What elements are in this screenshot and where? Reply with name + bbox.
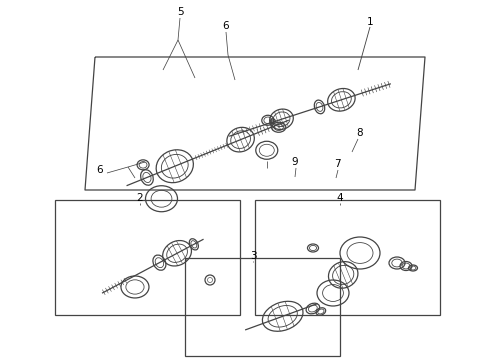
Bar [55,200,240,315]
Text: 4: 4 [337,193,343,203]
Text: 1: 1 [367,17,373,27]
Text: 5: 5 [177,7,183,17]
Text: 2: 2 [137,193,143,203]
Text: 6: 6 [97,165,103,175]
Bar [255,200,440,315]
Text: 9: 9 [292,157,298,167]
Text: 8: 8 [357,128,363,138]
Text: 6: 6 [222,21,229,31]
Text: 7: 7 [334,159,341,169]
Text: 3: 3 [250,251,256,261]
Bar [185,258,340,356]
